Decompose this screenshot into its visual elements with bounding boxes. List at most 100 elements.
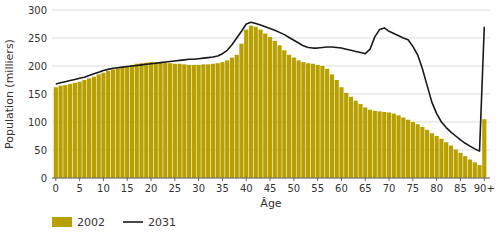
bar [144, 63, 148, 178]
x-tick [222, 178, 223, 181]
bar [106, 71, 110, 178]
x-axis-label: Âge [260, 197, 282, 210]
bar [225, 60, 229, 178]
bar [73, 83, 77, 178]
x-tick [246, 178, 247, 181]
bar [444, 142, 448, 178]
x-tick-label: 65 [359, 183, 372, 194]
x-tick-label: 55 [311, 183, 324, 194]
x-tick-label: 15 [121, 183, 134, 194]
bar [235, 55, 239, 178]
x-tick-label: 50 [287, 183, 300, 194]
bar [244, 30, 248, 178]
bar [454, 149, 458, 178]
bar [63, 85, 67, 178]
bar [239, 44, 243, 178]
bar [463, 156, 467, 178]
y-axis-label: Population (milliers) [3, 39, 16, 149]
x-tick [365, 178, 366, 181]
bar [396, 115, 400, 178]
chart: 0501001502002503000510152025303540455055… [0, 0, 500, 236]
bar [254, 27, 258, 178]
x-tick-label: 10 [97, 183, 110, 194]
line [56, 22, 484, 151]
bar [363, 107, 367, 178]
x-tick-label: 90+ [474, 183, 495, 194]
y-tick-label: 100 [28, 117, 47, 128]
bar [282, 50, 286, 178]
bar [277, 45, 281, 178]
x-tick [151, 178, 152, 181]
y-tick-label: 0 [41, 173, 47, 184]
bar [216, 63, 220, 178]
bar [82, 80, 86, 178]
bar [425, 130, 429, 178]
bar [339, 87, 343, 178]
bar [230, 58, 234, 178]
bar [416, 124, 420, 178]
bar [301, 62, 305, 178]
bar [249, 26, 253, 178]
x-tick [55, 178, 56, 181]
bar [92, 77, 96, 178]
x-tick [484, 178, 485, 181]
bar [268, 37, 272, 178]
bar [130, 65, 134, 178]
x-tick [79, 178, 80, 181]
bar [320, 66, 324, 178]
bar [411, 122, 415, 178]
bar [354, 101, 358, 178]
y-tick-label: 200 [28, 61, 47, 72]
x-tick-label: 80 [430, 183, 443, 194]
x-tick [341, 178, 342, 181]
bar [258, 30, 262, 178]
bar [344, 93, 348, 178]
bar [101, 73, 105, 178]
legend-swatch [52, 217, 72, 227]
bar [449, 146, 453, 178]
bar [473, 162, 477, 178]
bar [373, 111, 377, 178]
x-tick-label: 20 [145, 183, 158, 194]
x-tick [198, 178, 199, 181]
bar [68, 84, 72, 178]
bar [220, 62, 224, 178]
bar [111, 69, 115, 178]
bar [211, 64, 215, 178]
bar [482, 119, 486, 178]
x-tick [174, 178, 175, 181]
bar [406, 120, 410, 178]
bar [116, 68, 120, 178]
x-tick-label: 30 [192, 183, 205, 194]
bar [392, 114, 396, 178]
x-tick-label: 60 [335, 183, 348, 194]
x-axis-line [52, 178, 490, 179]
y-tick-label: 300 [28, 5, 47, 16]
bar [135, 64, 139, 178]
bar [192, 65, 196, 178]
x-tick [436, 178, 437, 181]
y-tick-label: 250 [28, 33, 47, 44]
grid [52, 10, 490, 178]
bar [158, 62, 162, 178]
bar [430, 133, 434, 178]
bar [87, 78, 91, 178]
bar [187, 65, 191, 178]
x-tick [270, 178, 271, 181]
bar [377, 111, 381, 178]
x-tick [460, 178, 461, 181]
bar [368, 110, 372, 178]
bar [263, 34, 267, 178]
bar [197, 65, 201, 178]
bar [201, 64, 205, 178]
bar [78, 82, 82, 178]
bar [311, 64, 315, 178]
bar [325, 69, 329, 178]
legend-swatch [123, 221, 143, 223]
x-tick-label: 85 [454, 183, 467, 194]
bar [316, 65, 320, 178]
x-tick-label: 75 [407, 183, 420, 194]
bar [287, 55, 291, 178]
x-tick-label: 5 [76, 183, 82, 194]
x-tick-label: 25 [168, 183, 181, 194]
